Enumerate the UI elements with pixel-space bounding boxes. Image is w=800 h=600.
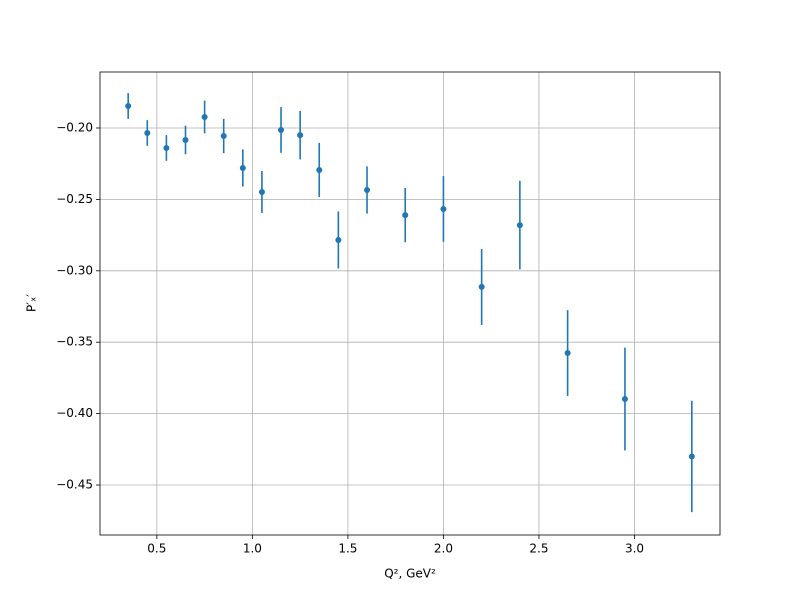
data-point (258, 188, 265, 195)
y-tick-label: −0.20 (56, 120, 93, 134)
x-tick-label: 1.5 (338, 542, 357, 556)
data-point (688, 453, 695, 460)
data-point (125, 102, 132, 109)
data-point (144, 129, 151, 136)
data-point (316, 166, 323, 173)
data-point (478, 283, 485, 290)
data-point (440, 205, 447, 212)
data-point (335, 236, 342, 243)
y-tick-label: −0.40 (56, 406, 93, 420)
data-point (402, 212, 409, 219)
x-tick-label: 3.0 (625, 542, 644, 556)
data-point (278, 126, 285, 133)
y-tick-label: −0.25 (56, 192, 93, 206)
x-tick-label: 2.5 (529, 542, 548, 556)
data-point (564, 350, 571, 357)
data-point (182, 136, 189, 143)
y-tick-label: −0.35 (56, 335, 93, 349)
x-tick-label: 2.0 (434, 542, 453, 556)
data-point (201, 113, 208, 120)
data-point (220, 132, 227, 139)
x-tick-label: 0.5 (147, 542, 166, 556)
data-point (621, 396, 628, 403)
x-axis-label: Q², GeV² (384, 567, 436, 581)
y-tick-label: −0.45 (56, 478, 93, 492)
y-tick-label: −0.30 (56, 263, 93, 277)
data-point (163, 144, 170, 151)
data-point (364, 186, 371, 193)
x-tick-label: 1.0 (243, 542, 262, 556)
y-axis-label: P′ₓ′ (25, 294, 39, 312)
data-point (297, 132, 304, 139)
plot-frame (99, 71, 721, 536)
data-point (516, 222, 523, 229)
data-point (239, 164, 246, 171)
